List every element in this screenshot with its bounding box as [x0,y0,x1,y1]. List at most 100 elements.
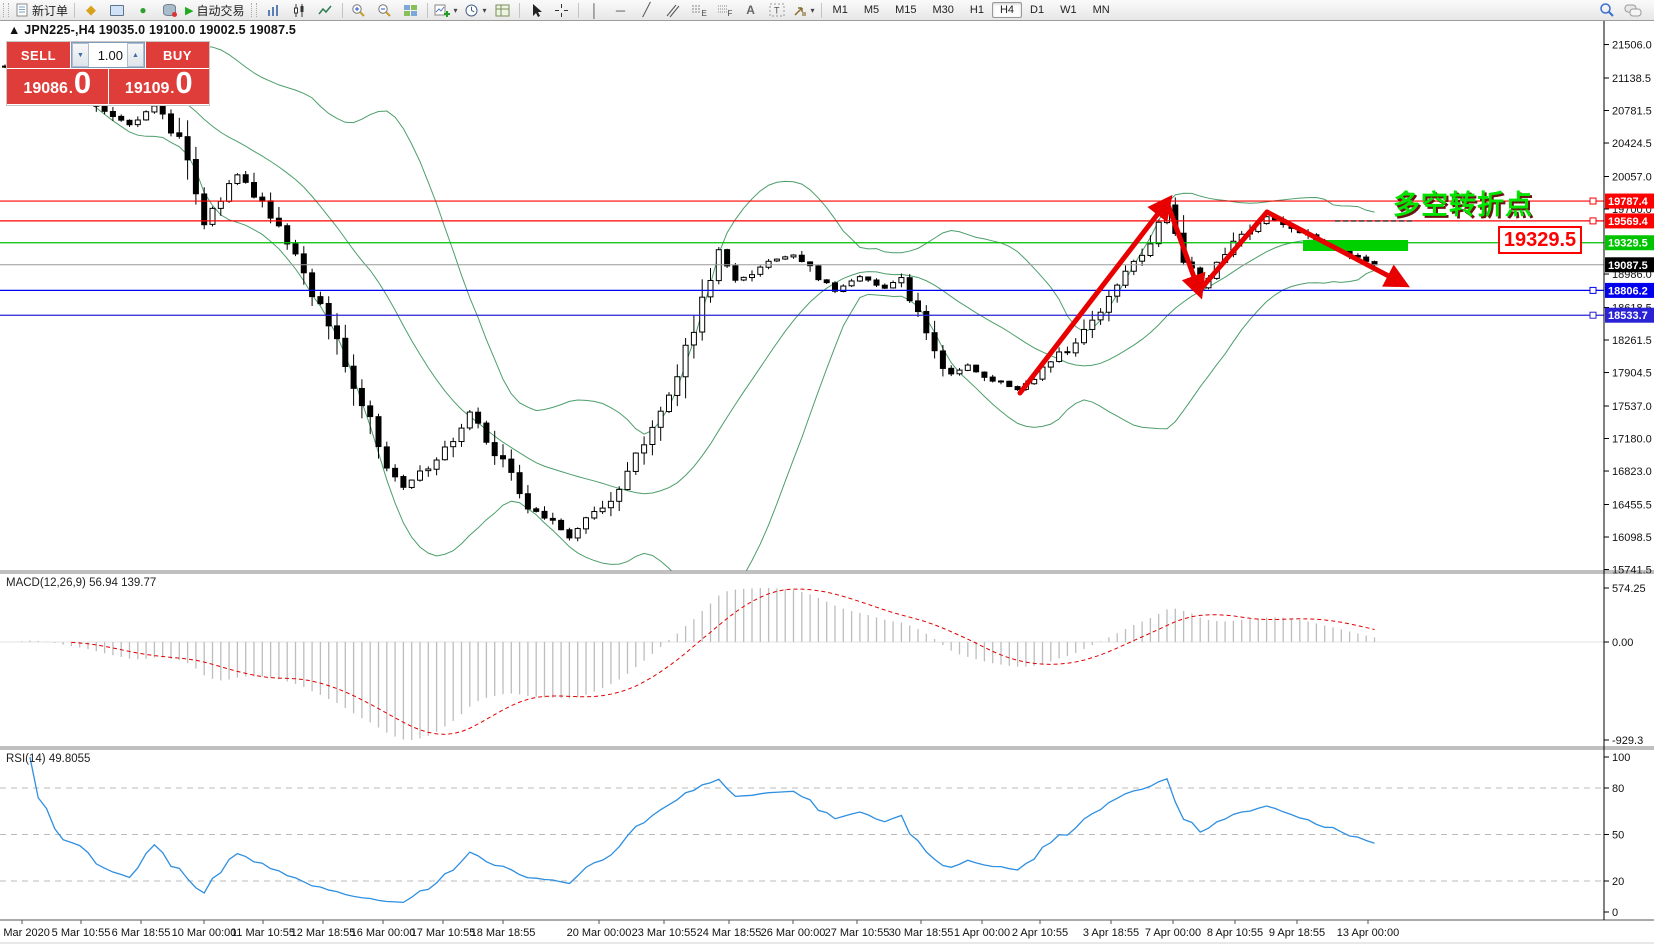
zoom-out-button[interactable] [372,0,398,20]
svg-text:5 Mar 10:55: 5 Mar 10:55 [52,927,111,939]
trendline-button[interactable]: ╱ [634,0,660,20]
svg-text:50: 50 [1612,830,1624,842]
profiles-button[interactable]: ◆ [78,0,104,20]
volume-decrease-button[interactable]: ▼ [72,43,89,67]
new-chart-button[interactable]: ▾ [431,0,461,20]
chat-button[interactable] [1620,0,1646,20]
svg-text:16 Mar 00:00: 16 Mar 00:00 [351,927,416,939]
zoom-in-button[interactable] [346,0,372,20]
svg-text:20424.5: 20424.5 [1612,138,1652,150]
candles-layer [2,51,1378,542]
market-watch-icon [110,4,125,16]
macd-signal-line [71,588,1375,735]
tf-w1[interactable]: W1 [1060,4,1077,16]
cursor-button[interactable] [523,0,549,20]
chat-icon [1624,4,1642,16]
text-label-button[interactable]: T [764,0,790,20]
tf-h1[interactable]: H1 [969,4,984,16]
tile-windows-button[interactable] [398,0,424,20]
volume-increase-button[interactable]: ▲ [127,43,144,67]
svg-text:11 Mar 10:55: 11 Mar 10:55 [231,927,295,939]
buy-button[interactable]: BUY [146,42,209,68]
candlestick-chart-button[interactable] [287,0,313,20]
macd-indicator-label: MACD(12,26,9) 56.94 139.77 [6,577,157,589]
svg-text:574.25: 574.25 [1612,583,1646,595]
periods-button[interactable]: ▾ [461,0,490,20]
tf-mn[interactable]: MN [1092,4,1110,16]
toolbar: 新订单 ◆ ● ▶ 自动交易 [0,0,1654,21]
tf-d1[interactable]: D1 [1030,4,1045,16]
svg-text:20: 20 [1612,876,1624,888]
zoom-in-icon [352,3,365,17]
text-button[interactable]: A [738,0,764,20]
horizontal-line-button[interactable]: ─ [608,0,634,20]
tf-h4[interactable]: H4 [991,2,1023,18]
crosshair-button[interactable] [549,0,575,20]
equidistant-channel-icon: E [691,5,706,18]
svg-text:20 Mar 00:00: 20 Mar 00:00 [567,927,632,939]
line-chart-icon [318,5,332,14]
toolbar-separator [426,2,428,18]
price-axis[interactable]: 21506.021138.520781.520424.520057.019700… [1603,20,1654,920]
svg-text:80: 80 [1612,783,1624,795]
toolbar-separator [341,2,343,18]
volume-input[interactable]: 1.00 [97,47,123,63]
trend-arrows [1017,194,1410,396]
fibonacci-icon: F [717,5,732,18]
svg-text:16455.5: 16455.5 [1612,499,1652,511]
toolbar-separator [577,2,579,18]
svg-text:16823.0: 16823.0 [1612,466,1652,478]
svg-text:19087.5: 19087.5 [1608,260,1648,272]
periods-caret: ▾ [482,5,487,15]
sell-price[interactable]: 19086. 0 [7,67,108,104]
vertical-line-icon: │ [590,2,599,18]
text-icon: A [746,3,755,17]
svg-text:18533.7: 18533.7 [1608,310,1648,322]
toolbar-grip[interactable] [3,3,9,17]
search-icon [1600,3,1614,17]
navigator-button[interactable]: ● [130,0,156,20]
bar-chart-button[interactable] [261,0,287,20]
svg-text:21506.0: 21506.0 [1612,40,1652,52]
svg-text:30 Mar 18:55: 30 Mar 18:55 [889,927,954,939]
tf-m1[interactable]: M1 [832,4,848,16]
svg-text:27 Mar 10:55: 27 Mar 10:55 [825,927,890,939]
tf-m30[interactable]: M30 [932,4,954,16]
vertical-line-button[interactable]: │ [582,0,608,20]
new-order-button[interactable]: 新订单 [13,0,71,20]
tile-windows-icon [404,4,417,16]
trendline-icon: ╱ [642,2,651,17]
bollinger-lower [13,66,1375,571]
tf-m5[interactable]: M5 [863,4,880,16]
channel-button[interactable] [660,0,686,20]
cursor-icon [532,3,542,17]
crosshair-icon [555,3,569,17]
main-pane [2,42,1378,571]
toolbar-separator [74,2,76,18]
sell-button[interactable]: SELL [7,42,70,68]
history-center-button[interactable] [156,0,182,20]
svg-text:21138.5: 21138.5 [1612,73,1651,85]
fibonacci-button[interactable]: F [712,0,738,20]
svg-text:10 Mar 00:00: 10 Mar 00:00 [172,927,237,939]
svg-text:E: E [701,9,706,18]
market-watch-button[interactable] [104,0,130,20]
clock-icon [465,4,478,16]
svg-text:24 Mar 18:55: 24 Mar 18:55 [697,927,762,939]
line-chart-button[interactable] [313,0,339,20]
arrows-button[interactable]: ▾ [790,0,818,20]
autotrading-button[interactable]: ▶ 自动交易 [182,0,247,20]
buy-price[interactable]: 19109. 0 [108,67,209,104]
toolbar-grip[interactable] [250,3,257,17]
svg-text:12 Mar 18:55: 12 Mar 18:55 [291,927,356,939]
new-chart-icon [434,4,450,17]
equidistant-channel-button[interactable]: E [686,0,712,20]
templates-button[interactable] [490,0,516,20]
svg-text:-929.3: -929.3 [1612,735,1643,747]
tf-m15[interactable]: M15 [895,4,917,16]
search-button[interactable] [1594,0,1620,20]
svg-text:18 Mar 18:55: 18 Mar 18:55 [471,927,536,939]
